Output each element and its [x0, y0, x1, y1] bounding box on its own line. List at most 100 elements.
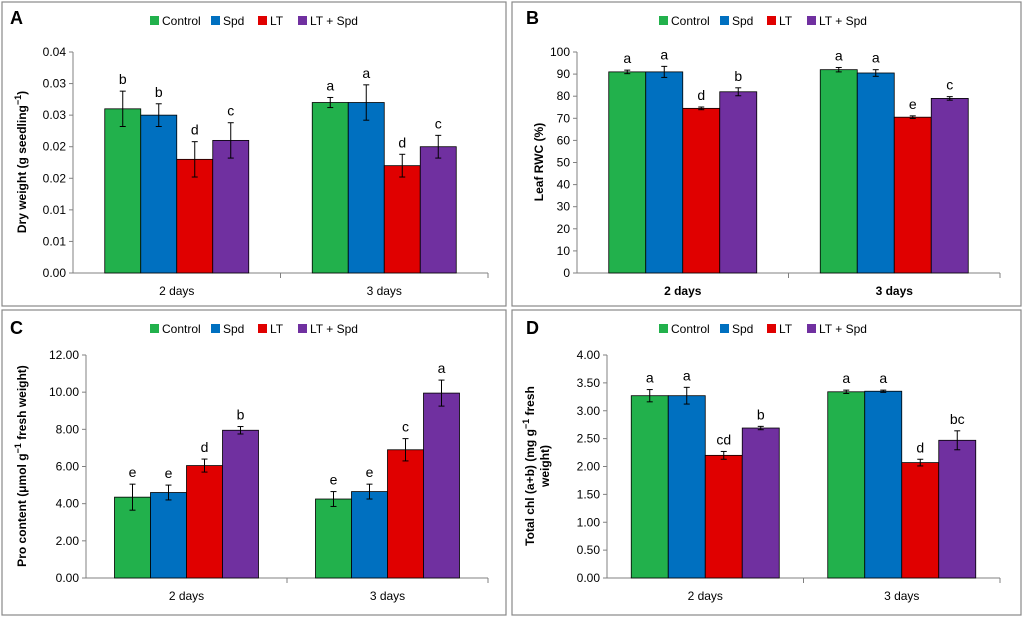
significance-letter: d [201, 439, 209, 455]
significance-letter: a [438, 360, 446, 376]
bar-lt-spd [419, 146, 457, 274]
legend-swatch-lt-spd [807, 16, 816, 25]
y-tick-label: 3.00 [577, 404, 601, 418]
bar-lt [682, 107, 721, 274]
y-tick-label: 60 [557, 133, 571, 147]
bar-control [608, 71, 647, 274]
significance-letter: b [734, 68, 742, 84]
legend-label: Spd [732, 322, 753, 336]
y-tick-label: 80 [557, 89, 571, 103]
y-tick-label: 20 [557, 222, 571, 236]
legend-swatch-control [659, 324, 668, 333]
y-axis-label: Pro content (μmol g−1 fresh weight) [13, 365, 29, 567]
y-tick-label: 2.50 [577, 432, 601, 446]
legend-label: Spd [223, 322, 244, 336]
bar-spd [140, 114, 178, 274]
y-tick-label: 0.00 [577, 571, 601, 585]
y-tick-label: 4.00 [56, 497, 80, 511]
legend-swatch-control [150, 16, 159, 25]
y-tick-label: 1.50 [577, 487, 601, 501]
panel-B: B Control Spd LT LT + Spd 0 10 20 30 40 50 60 70 80 90… [511, 1, 1022, 307]
y-tick-label: 0.03 [43, 108, 67, 122]
bar-spd [645, 71, 684, 274]
legend-label: Control [671, 322, 710, 336]
legend-swatch-control [150, 324, 159, 333]
legend-label: Control [162, 14, 201, 28]
significance-letter: b [119, 71, 127, 87]
y-tick-label: 0.01 [43, 203, 67, 217]
y-tick-label: 0.02 [43, 171, 67, 185]
significance-letter: c [946, 77, 953, 93]
x-tick-label: 2 days [688, 589, 723, 603]
significance-letter: e [330, 472, 338, 488]
y-tick-label: 0.02 [43, 140, 67, 154]
significance-letter: e [165, 465, 173, 481]
y-axis-label: Dry weight (g seedling−1) [13, 91, 29, 233]
significance-letter: bc [950, 411, 965, 427]
y-tick-label: 4.00 [577, 348, 601, 362]
bar-spd [351, 491, 388, 579]
significance-letter: a [623, 50, 631, 66]
legend-label: LT [270, 14, 284, 28]
bar-lt [893, 116, 932, 274]
x-tick-label: 2 days [169, 589, 204, 603]
legend-swatch-lt [258, 16, 267, 25]
legend-swatch-lt [258, 324, 267, 333]
y-tick-label: 0.03 [43, 77, 67, 91]
y-tick-label: 2.00 [56, 534, 80, 548]
bar-lt-spd [930, 98, 969, 274]
y-tick-label: 12.00 [49, 348, 79, 362]
panel-frame [511, 309, 1022, 616]
y-tick-label: 0.01 [43, 234, 67, 248]
y-axis-label: Leaf RWC (%) [532, 123, 546, 201]
bar-lt [387, 449, 424, 579]
legend-swatch-spd [211, 16, 220, 25]
bar-control [311, 102, 349, 274]
y-tick-label: 40 [557, 178, 571, 192]
y-tick-label: 2.00 [577, 460, 601, 474]
significance-letter: d [398, 134, 406, 150]
significance-letter: cd [716, 431, 731, 447]
x-tick-label: 2 days [664, 284, 702, 298]
significance-letter: d [697, 87, 705, 103]
significance-letter: b [757, 406, 765, 422]
legend-label: LT + Spd [819, 14, 867, 28]
bar-lt-spd [741, 427, 780, 579]
x-tick-label: 3 days [367, 284, 402, 298]
significance-letter: d [191, 122, 199, 138]
y-tick-label: 1.00 [577, 515, 601, 529]
significance-letter: a [660, 46, 668, 62]
legend-label: Spd [732, 14, 753, 28]
legend-swatch-lt [767, 324, 776, 333]
legend-label: LT [779, 14, 793, 28]
significance-letter: a [646, 370, 654, 386]
legend-label: LT [270, 322, 284, 336]
legend-label: LT [779, 322, 793, 336]
legend-swatch-spd [720, 324, 729, 333]
legend-swatch-lt [767, 16, 776, 25]
significance-letter: a [842, 370, 850, 386]
panel-frame [1, 1, 507, 307]
legend-label: Spd [223, 14, 244, 28]
y-tick-label: 10.00 [49, 385, 79, 399]
significance-letter: c [435, 115, 442, 131]
y-tick-label: 90 [557, 67, 571, 81]
significance-letter: a [362, 65, 370, 81]
y-tick-label: 0.50 [577, 543, 601, 557]
panel-D: D Control Spd LT LT + Spd 0.00 0.50 1.00 1.50 2.0… [511, 309, 1022, 616]
y-tick-label: 8.00 [56, 422, 80, 436]
significance-letter: b [237, 407, 245, 423]
bar-spd [150, 492, 187, 579]
legend-swatch-lt-spd [807, 324, 816, 333]
significance-letter: e [366, 464, 374, 480]
bar-lt [704, 454, 743, 579]
y-tick-label: 0.00 [43, 266, 67, 280]
panel-letter: C [10, 318, 23, 338]
legend-swatch-spd [720, 16, 729, 25]
panel-frame [511, 1, 1022, 307]
significance-letter: c [402, 419, 409, 435]
x-tick-label: 3 days [370, 589, 405, 603]
bar-lt-spd [212, 139, 250, 274]
